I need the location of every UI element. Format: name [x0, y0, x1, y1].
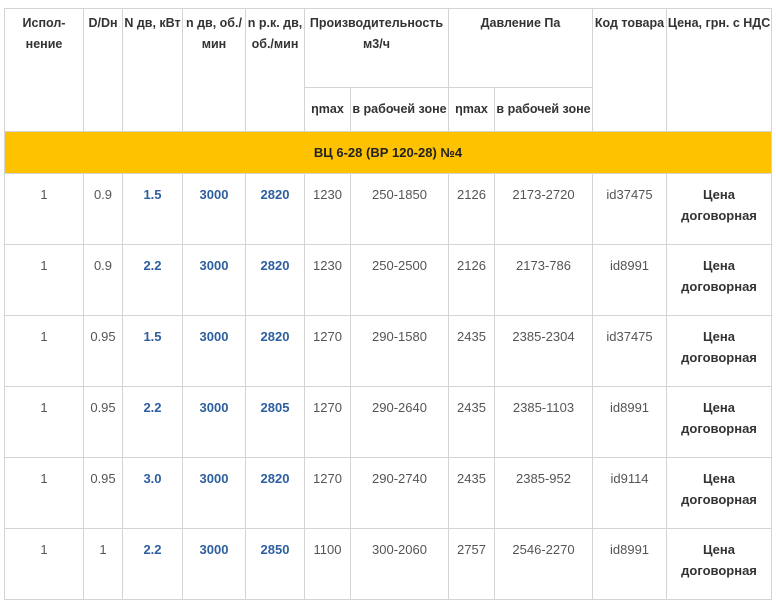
cell-d-ratio: 1: [83, 528, 123, 600]
cell-motor-rpm: 3000: [182, 386, 246, 458]
cell-power: 2.2: [122, 244, 183, 316]
cell-press-zone: 2385-952: [493, 457, 594, 529]
cell-price: Цена договорная: [666, 173, 773, 245]
cell-prod-zone: 250-2500: [350, 244, 449, 316]
cell-code: id8991: [592, 386, 668, 458]
cell-power: 1.5: [122, 173, 183, 245]
group-title: ВЦ 6-28 (ВР 120-28) №4: [3, 131, 773, 174]
subheader-press-zone: в рабочей зоне: [493, 87, 594, 132]
cell-ispolnenie: 1: [4, 528, 84, 600]
cell-prod-max: 1230: [304, 173, 351, 245]
cell-prod-max: 1270: [304, 315, 351, 387]
col-header-ispolnenie: Испол-нение: [4, 8, 84, 132]
cell-press-zone: 2173-786: [493, 244, 594, 316]
cell-power: 2.2: [122, 386, 183, 458]
cell-press-max: 2435: [448, 457, 495, 529]
cell-power: 3.0: [122, 457, 183, 529]
subheader-prod-eta: ηmax: [304, 87, 351, 132]
subheader-press-eta: ηmax: [448, 87, 495, 132]
cell-code: id9114: [592, 457, 668, 529]
cell-price: Цена договорная: [666, 386, 773, 458]
cell-code: id8991: [592, 244, 668, 316]
col-header-price: Цена, грн. с НДС: [666, 8, 773, 132]
cell-motor-rpm: 3000: [182, 244, 246, 316]
col-header-pressure: Давление Па: [447, 8, 594, 88]
col-header-motor-rpm: n дв, об./мин: [182, 8, 246, 132]
cell-press-max: 2435: [448, 315, 495, 387]
cell-wheel-rpm: 2805: [245, 386, 305, 458]
cell-ispolnenie: 1: [4, 457, 84, 529]
cell-press-max: 2126: [448, 173, 495, 245]
cell-prod-max: 1100: [304, 528, 351, 600]
cell-price: Цена договорная: [666, 528, 773, 600]
cell-prod-zone: 290-1580: [350, 315, 449, 387]
cell-wheel-rpm: 2820: [245, 244, 305, 316]
cell-prod-max: 1230: [304, 244, 351, 316]
cell-press-zone: 2546-2270: [493, 528, 594, 600]
cell-motor-rpm: 3000: [182, 528, 246, 600]
cell-prod-zone: 290-2740: [350, 457, 449, 529]
cell-price: Цена договорная: [666, 457, 773, 529]
cell-ispolnenie: 1: [4, 173, 84, 245]
cell-price: Цена договорная: [666, 244, 773, 316]
col-header-code: Код товара: [592, 8, 668, 132]
cell-wheel-rpm: 2820: [245, 315, 305, 387]
fan-table: Испол-нение D/Dн N дв, кВт n дв, об./мин…: [3, 8, 773, 600]
table-row: 1 0.9 2.2 3000 2820 1230 250-2500 2126 2173-786 i…: [4, 244, 773, 316]
cell-motor-rpm: 3000: [182, 457, 246, 529]
cell-press-max: 2126: [448, 244, 495, 316]
cell-power: 1.5: [122, 315, 183, 387]
subheader-prod-zone: в рабочей зоне: [350, 87, 449, 132]
cell-prod-max: 1270: [304, 386, 351, 458]
cell-d-ratio: 0.9: [83, 173, 123, 245]
cell-wheel-rpm: 2850: [245, 528, 305, 600]
table-row: 1 1 2.2 3000 2850 1100 300-2060 2757 2546-2270 id…: [4, 528, 773, 600]
cell-wheel-rpm: 2820: [245, 457, 305, 529]
table-row: 1 0.95 3.0 3000 2820 1270 290-2740 2435 2385-952…: [4, 457, 773, 529]
cell-press-zone: 2173-2720: [493, 173, 594, 245]
cell-wheel-rpm: 2820: [245, 173, 305, 245]
col-header-power: N дв, кВт: [122, 8, 183, 132]
cell-price: Цена договорная: [666, 315, 773, 387]
cell-motor-rpm: 3000: [182, 173, 246, 245]
cell-d-ratio: 0.9: [83, 244, 123, 316]
cell-press-max: 2757: [448, 528, 495, 600]
cell-d-ratio: 0.95: [83, 386, 123, 458]
cell-code: id37475: [592, 315, 668, 387]
table-row: 1 0.95 1.5 3000 2820 1270 290-1580 2435 2385-230…: [4, 315, 773, 387]
col-header-productivity: Производительность м3/ч: [304, 8, 449, 88]
cell-press-zone: 2385-1103: [493, 386, 594, 458]
table-row: 1 0.95 2.2 3000 2805 1270 290-2640 2435 2385-110…: [4, 386, 773, 458]
cell-code: id37475: [592, 173, 668, 245]
col-header-wheel-rpm: n р.к. дв, об./мин: [245, 8, 305, 132]
cell-code: id8991: [592, 528, 668, 600]
cell-press-max: 2435: [448, 386, 495, 458]
cell-motor-rpm: 3000: [182, 315, 246, 387]
table-row: 1 0.9 1.5 3000 2820 1230 250-1850 2126 2173-2720…: [4, 173, 773, 245]
cell-ispolnenie: 1: [4, 315, 84, 387]
cell-d-ratio: 0.95: [83, 315, 123, 387]
col-header-d-ratio: D/Dн: [83, 8, 123, 132]
cell-prod-zone: 300-2060: [350, 528, 449, 600]
cell-power: 2.2: [122, 528, 183, 600]
cell-ispolnenie: 1: [4, 244, 84, 316]
cell-d-ratio: 0.95: [83, 457, 123, 529]
cell-press-zone: 2385-2304: [493, 315, 594, 387]
cell-prod-max: 1270: [304, 457, 351, 529]
cell-prod-zone: 250-1850: [350, 173, 449, 245]
cell-prod-zone: 290-2640: [350, 386, 449, 458]
cell-ispolnenie: 1: [4, 386, 84, 458]
